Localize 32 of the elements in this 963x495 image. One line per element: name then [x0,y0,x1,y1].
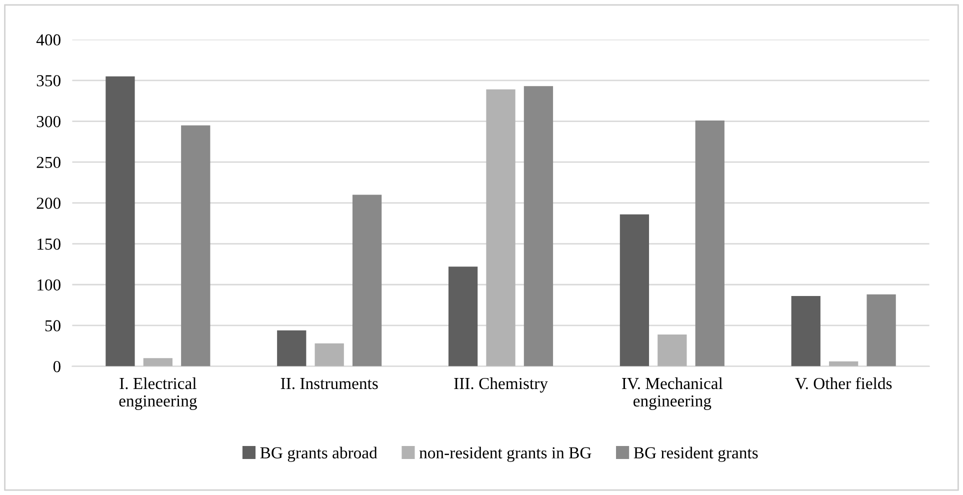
bar [829,361,858,366]
y-tick-label: 300 [36,116,60,128]
y-tick-label: 250 [36,156,60,168]
y-tick-label: 50 [45,320,60,332]
bar [314,343,344,366]
x-tick-label: I. Electrical engineering [119,377,197,410]
bar [695,120,724,366]
bar [143,358,172,366]
legend-label: BG grants abroad [260,446,378,462]
x-tick-label: II. Instruments [280,378,378,390]
bar [866,294,896,366]
bar [620,214,650,366]
x-tick-label: IV. Mechanical engineering [622,377,723,410]
bar [658,334,687,366]
y-tick-label: 200 [36,198,60,209]
legend-label: BG resident grants [634,446,758,462]
bar [791,296,820,366]
bar [106,76,135,366]
bar [448,266,478,366]
x-tick-label: V. Other fields [795,377,892,390]
y-tick-label: 350 [36,75,60,86]
y-tick-label: 150 [38,238,60,250]
y-tick-label: 0 [53,361,60,372]
y-tick-label: 100 [38,279,60,291]
bar [524,86,554,366]
bar [486,89,516,366]
legend-label: non-resident grants in BG [419,446,592,462]
y-tick-label: 400 [36,34,60,46]
bar [277,330,306,366]
bar [181,125,210,366]
bar [352,194,382,366]
x-tick-label: III. Chemistry [454,377,548,393]
